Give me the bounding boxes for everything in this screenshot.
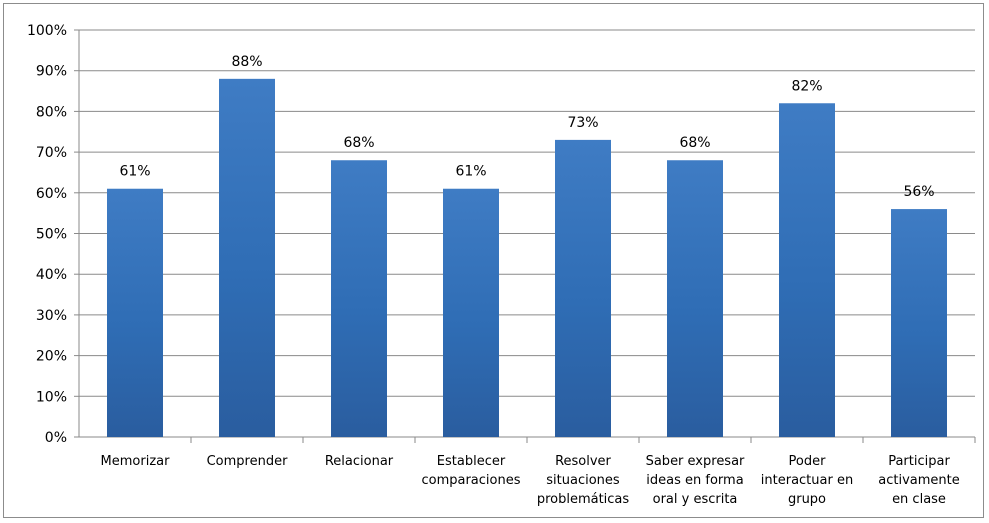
category-labels: Memorizar Comprender Relacionar Establecer c… — [101, 454, 960, 507]
data-labels: 61% 88% 68% 61% 73% 68% 82% 56% — [119, 54, 934, 200]
bar — [555, 139, 611, 437]
data-label: 61% — [455, 164, 486, 180]
category-label: Establecer — [437, 454, 506, 469]
category-label: interactuar en — [761, 473, 853, 488]
bar — [107, 188, 163, 437]
y-tick-label: 0% — [45, 430, 67, 446]
category-label: grupo — [788, 492, 826, 507]
bar — [667, 160, 723, 438]
category-label: situaciones — [546, 473, 620, 488]
category-label: Comprender — [207, 454, 288, 469]
y-tick-label: 30% — [36, 308, 67, 324]
category-label: Poder — [789, 454, 827, 469]
y-tick-labels: 0% 10% 20% 30% 40% 50% 60% 70% 80% 90% 100% — [27, 23, 67, 446]
axes — [74, 29, 976, 443]
category-label: Relacionar — [325, 454, 394, 469]
category-label: comparaciones — [421, 473, 520, 488]
data-label: 56% — [903, 184, 934, 200]
category-label: Participar — [888, 454, 950, 469]
y-tick-label: 100% — [27, 23, 67, 39]
category-label: Memorizar — [101, 454, 171, 469]
category-label: problemáticas — [537, 492, 630, 507]
bar — [443, 188, 499, 437]
category-label: ideas en forma — [646, 473, 743, 488]
y-tick-label: 10% — [36, 389, 67, 405]
category-label: en clase — [892, 492, 946, 507]
data-label: 88% — [231, 54, 262, 70]
bar — [331, 160, 387, 438]
y-tick-label: 50% — [36, 227, 67, 243]
bar — [891, 209, 947, 437]
category-label: oral y escrita — [653, 492, 738, 507]
bar — [779, 103, 835, 437]
y-tick-label: 20% — [36, 349, 67, 365]
gridlines — [79, 29, 975, 438]
data-label: 61% — [119, 164, 150, 180]
y-tick-label: 90% — [36, 64, 67, 80]
category-label: activamente — [878, 473, 959, 488]
y-tick-label: 70% — [36, 145, 67, 161]
data-label: 68% — [343, 135, 374, 151]
data-label: 82% — [791, 78, 822, 94]
bars — [107, 78, 947, 438]
data-label: 73% — [567, 115, 598, 131]
category-label: Saber expresar — [646, 454, 745, 469]
y-tick-label: 60% — [36, 186, 67, 202]
y-tick-label: 80% — [36, 104, 67, 120]
category-label: Resolver — [555, 454, 611, 469]
bar — [219, 78, 275, 437]
data-label: 68% — [679, 135, 710, 151]
y-tick-label: 40% — [36, 267, 67, 283]
